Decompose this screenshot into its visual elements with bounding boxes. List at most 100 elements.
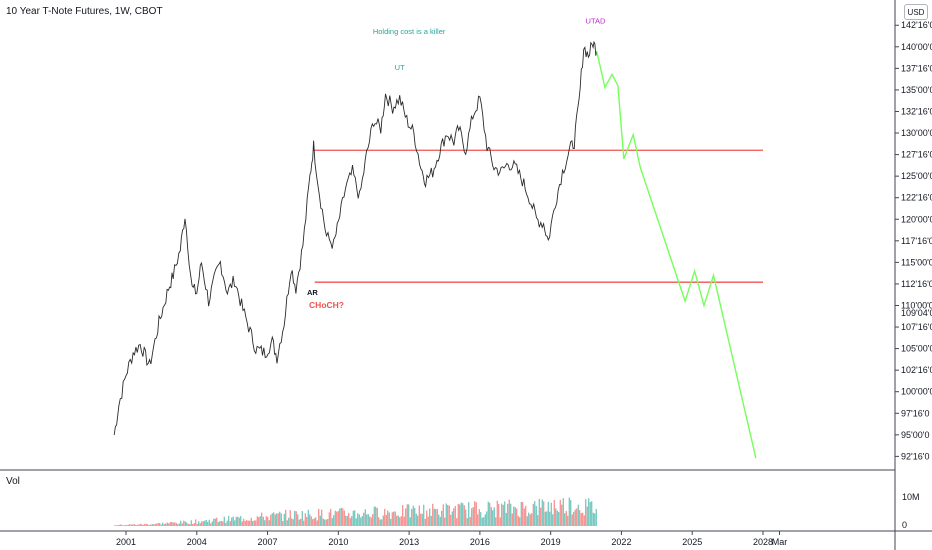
volume-bar bbox=[505, 512, 507, 526]
volume-bar bbox=[459, 504, 461, 526]
volume-bar bbox=[379, 519, 381, 526]
volume-bar bbox=[118, 524, 120, 526]
volume-bar bbox=[270, 514, 272, 526]
volume-bar bbox=[190, 520, 192, 526]
volume-bar bbox=[324, 519, 326, 526]
volume-bar bbox=[372, 514, 374, 526]
x-tick-label: 2007 bbox=[258, 537, 278, 547]
x-tick-label: 2016 bbox=[470, 537, 490, 547]
volume-bar bbox=[121, 525, 123, 526]
x-axis[interactable]: 2001 2004 2007 2010 2013 2016 2019 2022 2025 2028… bbox=[116, 531, 787, 547]
volume-bar bbox=[349, 518, 351, 526]
volume-bar bbox=[484, 514, 486, 526]
volume-bar bbox=[328, 512, 330, 526]
volume-bar bbox=[192, 524, 194, 526]
y-tick-label: 125'00'0 bbox=[901, 171, 932, 181]
volume-bar bbox=[160, 524, 162, 526]
volume-bar bbox=[256, 516, 258, 526]
y-axis[interactable]: 142'16'0 140'00'0 137'16'0 135'00'0 132'16'0… bbox=[895, 20, 932, 461]
volume-bar bbox=[535, 505, 537, 526]
volume-bar bbox=[313, 518, 315, 526]
x-tick-label: 2019 bbox=[541, 537, 561, 547]
volume-bar bbox=[544, 511, 546, 526]
volume-bar bbox=[567, 515, 569, 526]
volume-bar bbox=[438, 514, 440, 526]
volume-bar bbox=[318, 508, 320, 526]
y-tick-label: 127'16'0 bbox=[901, 150, 932, 160]
volume-bar bbox=[520, 501, 522, 526]
volume-bar bbox=[225, 522, 227, 526]
volume-bar bbox=[208, 519, 210, 526]
volume-bar bbox=[409, 517, 411, 526]
volume-bar bbox=[550, 502, 552, 526]
volume-bar bbox=[576, 508, 578, 526]
volume-bar bbox=[507, 503, 509, 526]
volume-bar bbox=[481, 517, 483, 526]
currency-button[interactable]: USD bbox=[904, 4, 928, 20]
volume-bar bbox=[244, 521, 246, 526]
volume-bar bbox=[130, 524, 132, 526]
volume-bar bbox=[150, 524, 152, 526]
volume-bar bbox=[205, 519, 207, 526]
volume-bar bbox=[585, 499, 587, 526]
volume-bar bbox=[451, 511, 453, 526]
volume-bar bbox=[393, 511, 395, 526]
volume-bar bbox=[153, 524, 155, 526]
volume-bar bbox=[117, 525, 119, 526]
volume-bar bbox=[217, 522, 219, 526]
volume-bar bbox=[394, 511, 396, 526]
volume-bar bbox=[280, 513, 282, 526]
volume-bar bbox=[477, 514, 479, 526]
y-tick-label: 140'00'0 bbox=[901, 42, 932, 52]
volume-bar bbox=[127, 524, 129, 526]
y-tick-label: 120'00'0 bbox=[901, 214, 932, 224]
volume-bar bbox=[462, 503, 464, 526]
volume-bar bbox=[211, 521, 213, 526]
x-tick-label: 2001 bbox=[116, 537, 136, 547]
volume-bar bbox=[355, 518, 357, 526]
volume-bar bbox=[571, 514, 573, 526]
volume-bar bbox=[345, 515, 347, 526]
volume-bar bbox=[261, 512, 263, 526]
volume-bar bbox=[543, 501, 545, 526]
volume-bar bbox=[369, 516, 371, 526]
volume-bar bbox=[387, 510, 389, 526]
volume-bar bbox=[547, 501, 549, 526]
volume-bar bbox=[295, 511, 297, 526]
x-tick-label: 2010 bbox=[328, 537, 348, 547]
volume-bar bbox=[240, 516, 242, 526]
volume-bar bbox=[399, 517, 401, 526]
volume-bar bbox=[196, 523, 198, 526]
volume-bar bbox=[463, 505, 465, 526]
volume-bar bbox=[265, 516, 267, 526]
volume-bar bbox=[294, 510, 296, 526]
volume-bar bbox=[289, 510, 291, 526]
volume-bar bbox=[514, 507, 516, 526]
volume-bar bbox=[144, 523, 146, 526]
volume-bar bbox=[352, 510, 354, 526]
series-layer bbox=[113, 40, 757, 459]
volume-bar bbox=[511, 513, 513, 526]
volume-bar bbox=[348, 512, 350, 526]
volume-bar bbox=[508, 499, 510, 526]
volume-bar bbox=[243, 518, 245, 526]
y-tick-label: 130'00'0 bbox=[901, 128, 932, 138]
volume-bar bbox=[354, 510, 356, 526]
volume-bar bbox=[147, 524, 149, 526]
volume-bar bbox=[262, 516, 264, 526]
volume-bar bbox=[513, 506, 515, 526]
x-tick-label: 2013 bbox=[399, 537, 419, 547]
volume-bar bbox=[235, 516, 237, 526]
volume-bar bbox=[385, 515, 387, 526]
volume-bar bbox=[475, 502, 477, 526]
y-tick-label: 115'00'0 bbox=[901, 257, 932, 267]
volume-bar bbox=[465, 509, 467, 526]
volume-bar bbox=[586, 506, 588, 526]
volume-bar bbox=[301, 511, 303, 526]
volume-bar bbox=[277, 513, 279, 526]
volume-bar bbox=[148, 525, 150, 526]
volume-bar bbox=[579, 510, 581, 526]
